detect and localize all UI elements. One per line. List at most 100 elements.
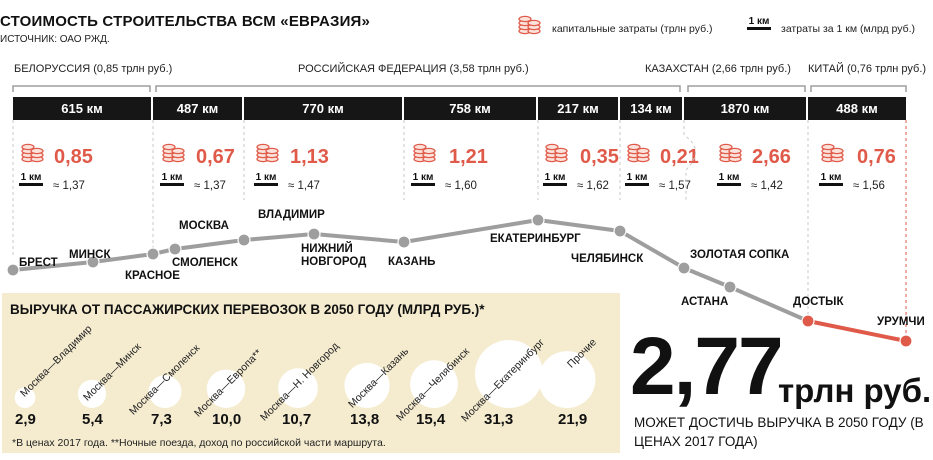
region-bracket <box>12 85 151 92</box>
revenue-bubble <box>77 379 107 408</box>
segment-per-km: ≈ 1,62 <box>577 180 609 192</box>
station-label: ДОСТЫК <box>793 296 844 308</box>
coin-stack-icon <box>719 143 742 163</box>
region-bracket <box>687 85 806 92</box>
station-dot <box>168 242 182 256</box>
total-unit: трлн руб. <box>778 372 932 409</box>
station-dot <box>531 213 545 227</box>
region-russia: РОССИЙСКАЯ ФЕДЕРАЦИЯ (3,58 трлн руб.) <box>298 63 529 75</box>
revenue-title: ВЫРУЧКА ОТ ПАССАЖИРСКИХ ПЕРЕВОЗОК В 2050… <box>10 302 485 317</box>
segment-length: 758 км <box>404 97 538 120</box>
revenue-bubble <box>475 340 543 408</box>
revenue-bubble <box>410 360 458 408</box>
region-bracket <box>155 85 681 92</box>
region-bracket <box>810 85 907 92</box>
station-dot <box>397 235 411 249</box>
revenue-bubble <box>344 362 390 408</box>
km-badge: 1 км <box>254 172 278 186</box>
station-dot <box>6 263 20 277</box>
segment-capital: 0,76 <box>857 146 896 168</box>
revenue-value: 7,3 <box>151 411 172 428</box>
station-label: СМОЛЕНСК <box>172 257 238 269</box>
station-label: УРУМЧИ <box>877 316 925 328</box>
station-dot <box>237 233 251 247</box>
segment-capital: 0,35 <box>580 146 619 168</box>
station-label: МИНСК <box>69 249 111 261</box>
route-line-china <box>807 319 907 343</box>
revenue-bubble <box>278 368 318 408</box>
segment-length: 615 км <box>13 97 153 120</box>
station-label: БРЕСТ <box>19 257 58 269</box>
legend-km-badge: 1 км <box>747 16 771 30</box>
coin-stack-icon <box>21 143 44 163</box>
coin-stack-icon <box>256 143 279 163</box>
station-dot <box>899 334 913 348</box>
revenue-bubble <box>206 369 246 409</box>
revenue-bubble <box>148 375 182 409</box>
segment-per-km: ≈ 1,37 <box>194 180 226 192</box>
region-belarus: БЕЛОРУССИЯ (0,85 трлн руб.) <box>14 63 173 75</box>
total-value: 2,77 <box>630 321 784 412</box>
km-badge: 1 км <box>717 172 741 186</box>
station-dot <box>613 224 627 238</box>
station-dot <box>146 247 160 261</box>
segment-capital: 2,66 <box>752 146 791 168</box>
region-china: КИТАЙ (0,76 трлн руб.) <box>808 63 927 75</box>
station-dot <box>801 314 815 328</box>
coin-stack-icon <box>545 143 568 163</box>
revenue-bubble <box>538 351 596 408</box>
revenue-value: 2,9 <box>15 411 36 428</box>
km-badge: 1 км <box>411 172 435 186</box>
segment-per-km: ≈ 1,60 <box>445 180 477 192</box>
legend-per-km-label: затраты за 1 км (млрд руб.) <box>781 23 916 35</box>
revenue-bubble <box>14 387 36 408</box>
station-label: ЗОЛОТАЯ СОПКА <box>690 249 790 261</box>
station-label: НИЖНИЙ НОВГОРОД <box>301 243 367 268</box>
revenue-value: 21,9 <box>558 411 588 428</box>
coin-stack-icon <box>821 143 844 163</box>
segment-length: 770 км <box>244 97 404 120</box>
segment-per-km: ≈ 1,57 <box>659 180 691 192</box>
total-description: МОЖЕТ ДОСТИЧЬ ВЫРУЧКА В 2050 ГОДУ (В ЦЕН… <box>634 415 924 449</box>
route-line <box>12 218 809 323</box>
revenue-value: 10,0 <box>212 411 242 428</box>
revenue-value: 15,4 <box>416 411 446 428</box>
station-label: ЧЕЛЯБИНСК <box>571 253 644 265</box>
segment-length: 487 км <box>153 97 244 120</box>
station-label: КАЗАНЬ <box>388 256 436 268</box>
km-badge: 1 км <box>819 172 843 186</box>
page-title: СТОИМОСТЬ СТРОИТЕЛЬСТВА ВСМ «ЕВРАЗИЯ» <box>0 13 371 30</box>
segment-capital: 1,21 <box>449 146 488 168</box>
station-dot <box>86 255 100 269</box>
segment-length: 488 км <box>808 97 906 120</box>
station-dot <box>677 261 691 275</box>
segment-per-km: ≈ 1,42 <box>751 180 783 192</box>
segment-per-km: ≈ 1,56 <box>853 180 885 192</box>
station-label: ВЛАДИМИР <box>258 209 325 221</box>
km-badge: 1 км <box>19 172 43 186</box>
region-kazakhstan: КАЗАХСТАН (2,66 трлн руб.) <box>645 63 791 75</box>
km-badge: 1 км <box>625 172 649 186</box>
legend-capital-label: капитальные затраты (трлн руб.) <box>552 23 713 35</box>
segment-length: 134 км <box>620 97 684 120</box>
coin-stack-icon <box>162 143 185 163</box>
segment-per-km: ≈ 1,47 <box>288 180 320 192</box>
footnote: *В ценах 2017 года. **Ночные поезда, дох… <box>12 437 386 449</box>
km-badge: 1 км <box>543 172 567 186</box>
station-label: МОСКВА <box>179 220 229 232</box>
revenue-value: 13,8 <box>350 411 380 428</box>
segment-length: 1870 км <box>684 97 808 120</box>
coin-stack-icon <box>413 143 436 163</box>
coin-stack-icon <box>627 143 650 163</box>
segment-capital: 0,21 <box>660 146 699 168</box>
km-badge: 1 км <box>160 172 184 186</box>
revenue-value: 5,4 <box>82 411 103 428</box>
station-label: КРАСНОЕ <box>125 270 180 282</box>
station-label: АСТАНА <box>681 296 729 308</box>
source-note: ИСТОЧНИК: ОАО РЖД. <box>0 34 110 45</box>
segment-capital: 0,67 <box>196 146 235 168</box>
segment-length: 217 км <box>538 97 620 120</box>
revenue-value: 31,3 <box>484 411 514 428</box>
